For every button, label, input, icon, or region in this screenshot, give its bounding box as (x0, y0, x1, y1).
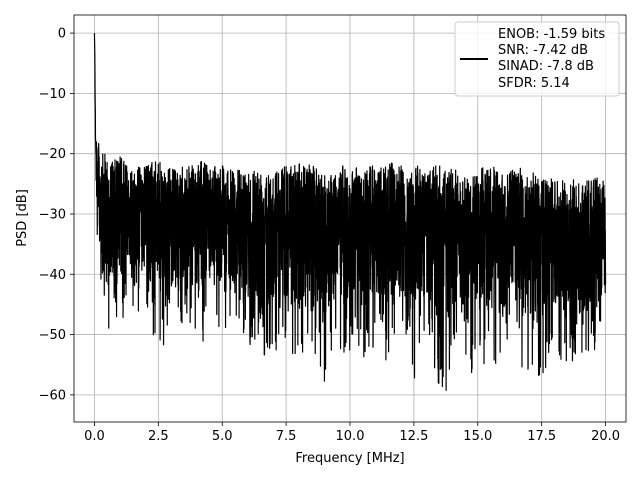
x-axis-label: Frequency [MHz] (295, 451, 404, 466)
x-axis: 0.0 2.5 5.0 7.5 10.0 12.5 15.0 17.5 20.0 (84, 422, 620, 444)
x-tick-label: 10.0 (336, 429, 365, 444)
x-tick-label: 7.5 (276, 429, 297, 444)
x-tick-label: 12.5 (399, 429, 428, 444)
x-tick-label: 17.5 (527, 429, 556, 444)
legend-sfdr: SFDR: 5.14 (498, 76, 570, 91)
legend-enob: ENOB: -1.59 bits (498, 27, 605, 42)
x-tick-label: 2.5 (148, 429, 169, 444)
y-tick-label: 0 (58, 27, 66, 42)
psd-line (93, 33, 607, 391)
legend-box (454, 21, 620, 97)
y-tick-label: −30 (39, 207, 66, 222)
y-tick-label: −40 (39, 268, 66, 283)
legend-sinad: SINAD: -7.8 dB (498, 59, 594, 74)
y-tick-label: −20 (39, 147, 66, 162)
legend: ENOB: -1.59 bits SNR: -7.42 dB SINAD: -7… (454, 21, 620, 97)
x-tick-label: 15.0 (463, 429, 492, 444)
y-axis: 0 −10 −20 −30 −40 −50 −60 (39, 27, 74, 403)
psd-series (93, 33, 607, 391)
x-tick-label: 0.0 (84, 429, 105, 444)
x-tick-label: 5.0 (212, 429, 233, 444)
x-tick-label: 20.0 (591, 429, 620, 444)
legend-snr: SNR: -7.42 dB (498, 43, 588, 58)
y-tick-label: −10 (39, 87, 66, 102)
y-tick-label: −50 (39, 328, 66, 343)
y-tick-label: −60 (39, 388, 66, 403)
y-axis-label: PSD [dB] (15, 189, 30, 247)
